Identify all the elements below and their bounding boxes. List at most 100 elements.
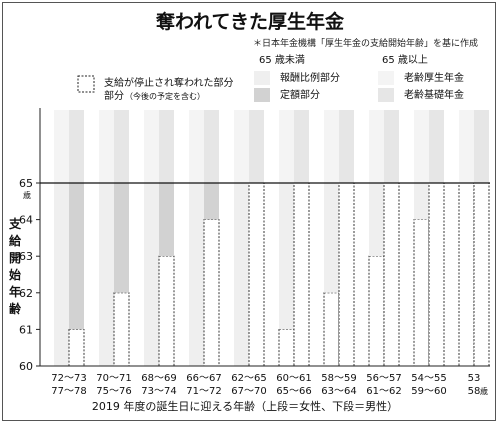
x-tick-label-upper: 56～57: [366, 373, 401, 384]
y-axis-title-char: 支: [8, 216, 22, 231]
bar-over65-basic: [384, 110, 399, 183]
bar-proportional-paid: [414, 183, 429, 220]
bar-proportional-suspended: [323, 292, 340, 367]
bar-proportional-paid: [324, 183, 339, 293]
bar-over65-employee: [414, 110, 429, 183]
bar-group: 68～69 73～74: [141, 110, 177, 397]
legend-employee-swatch: [378, 71, 394, 85]
legend-over65-header: 65 歳以上: [382, 54, 428, 66]
bar-flat-paid: [69, 183, 84, 330]
x-tick-label-upper: 70～71: [96, 373, 131, 384]
legend-employee-label: 老齢厚生年金: [404, 71, 464, 84]
legend-suspended-label: 支給が停止され奪われた部分: [104, 76, 234, 89]
y-axis-title-char: 給: [9, 233, 22, 248]
bar-over65-basic: [114, 110, 129, 183]
x-tick-label-lower: 73～74: [141, 386, 176, 397]
y-axis-title-char: 齢: [9, 301, 22, 316]
x-tick-label-lower: 61～62: [366, 386, 401, 397]
x-tick-label-upper: 66～67: [186, 373, 221, 384]
bars: 72～73 77～78 70～71 75～76 68～69 73～74 66～67 71～72…: [51, 110, 490, 397]
bar-proportional-paid: [99, 183, 114, 366]
chart-title: 奪われてきた厚生年金: [155, 10, 345, 33]
y-tick-label: 62: [19, 287, 33, 300]
x-tick-label-upper: 62～65: [231, 373, 266, 384]
y-tick-label: 60: [19, 360, 33, 373]
x-axis-title: 2019 年度の誕生日に迎える年齢（上段＝女性、下段＝男性）: [92, 399, 398, 413]
y-axis-title: 支給開始年齢: [8, 216, 22, 316]
bar-over65-basic: [339, 110, 354, 183]
bar-over65-employee: [324, 110, 339, 183]
bar-proportional-paid: [234, 183, 249, 366]
bar-over65-employee: [189, 110, 204, 183]
x-tick-label-lower: 59～60: [411, 386, 446, 397]
legend-suspended-note: （今後の予定を含む）: [125, 91, 205, 101]
chart-source: ＊日本年金機構「厚生年金の支給開始年齢」を基に作成: [253, 37, 478, 49]
legend-proportional-swatch: [254, 71, 270, 85]
bar-over65-basic: [474, 110, 489, 183]
bar-flat-suspended: [428, 182, 445, 367]
y-tick-label: 63: [19, 250, 33, 263]
bar-over65-basic: [204, 110, 219, 183]
bar-over65-employee: [459, 110, 474, 183]
bar-over65-employee: [369, 110, 384, 183]
y-axis-title-text: 支給開始年齢: [8, 216, 22, 316]
y-unit-label: 歳: [23, 190, 31, 200]
bar-over65-employee: [54, 110, 69, 183]
legend-basic-label: 老齢基礎年金: [404, 88, 464, 101]
y-tick-label: 64: [19, 214, 33, 227]
chart-frame: [2, 2, 496, 421]
bar-flat-suspended: [338, 182, 355, 367]
x-tick-label-upper: 72～73: [51, 373, 86, 384]
svg-text:部分（今後の予定を含む）: 部分（今後の予定を含む）: [104, 89, 205, 102]
y-axis-title-char: 年: [9, 284, 21, 299]
bar-group: 54～55 59～60: [411, 110, 447, 397]
x-tick-label-lower: 58: [468, 386, 481, 397]
x-tick-label-upper: 60～61: [276, 373, 311, 384]
bar-flat-suspended: [203, 219, 220, 367]
bar-proportional-suspended: [368, 255, 385, 367]
bar-group: 66～67 71～72: [186, 110, 222, 397]
bar-flat-suspended: [248, 182, 265, 367]
bar-over65-employee: [144, 110, 159, 183]
legend-proportional-label: 報酬比例部分: [280, 71, 340, 84]
bar-flat-suspended: [68, 328, 85, 367]
x-tick-label-upper: 54～55: [411, 373, 446, 384]
bar-group: 62～65 67～70: [231, 110, 267, 397]
x-tick-label-lower: 75～76: [96, 386, 131, 397]
bar-proportional-paid: [54, 183, 69, 366]
bar-proportional-suspended: [458, 182, 475, 367]
y-tick-label: 65: [19, 177, 33, 190]
bar-flat-suspended: [473, 182, 490, 367]
x-tick-label-lower: 65～66: [276, 386, 311, 397]
bar-proportional-paid: [279, 183, 294, 330]
axes: 60 61 62 63 64 65歳: [19, 108, 490, 373]
y-tick-label: 61: [19, 323, 33, 336]
bar-flat-suspended: [383, 182, 400, 367]
x-tick-label-upper: 68～69: [141, 373, 176, 384]
bar-group: 72～73 77～78: [51, 110, 87, 397]
bar-over65-basic: [69, 110, 84, 183]
legend-flat-label: 定額部分: [280, 88, 320, 101]
bar-flat-paid: [204, 183, 219, 220]
x-unit-label: 歳: [480, 386, 488, 396]
legend-suspended-word: 部分: [104, 89, 124, 102]
bar-over65-basic: [294, 110, 309, 183]
legend-basic-swatch: [378, 88, 394, 102]
legend: 支給が停止され奪われた部分 部分（今後の予定を含む） 65 歳未満 報酬比例部分…: [77, 54, 464, 102]
x-tick-label-lower: 77～78: [51, 386, 86, 397]
bar-flat-paid: [159, 183, 174, 257]
bar-group: 58～59 63～64: [321, 110, 357, 397]
bar-over65-basic: [159, 110, 174, 183]
bar-over65-employee: [99, 110, 114, 183]
bar-flat-suspended: [158, 255, 175, 367]
legend-under65-header: 65 歳未満: [259, 54, 305, 66]
bar-proportional-paid: [189, 183, 204, 366]
y-axis-title-char: 始: [9, 267, 21, 282]
bar-over65-basic: [429, 110, 444, 183]
bar-group: 56～57 61～62: [366, 110, 402, 397]
bar-proportional-suspended: [413, 219, 430, 367]
bar-flat-suspended: [293, 182, 310, 367]
legend-flat-swatch: [254, 88, 270, 102]
bar-flat-suspended: [113, 292, 130, 367]
